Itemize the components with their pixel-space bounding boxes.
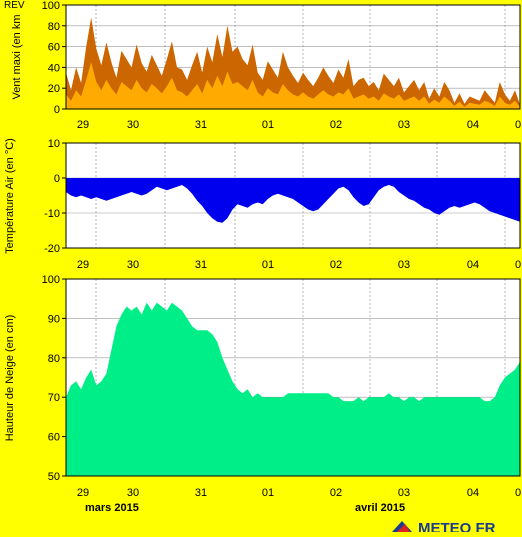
series-area-0	[66, 178, 520, 223]
wind-corner-label: REV	[4, 0, 25, 11]
x-tick-label: 01	[262, 259, 274, 271]
x-tick-label: 30	[127, 487, 139, 499]
temperature-x-ticks: 29 30 31 01 02 03 04 0	[77, 259, 521, 271]
snow-area	[66, 302, 520, 476]
month-label-avril: avril 2015	[355, 502, 405, 514]
snow-x-ticks: 29 30 31 01 02 03 04 0	[77, 487, 521, 499]
x-tick-label: 29	[77, 259, 89, 271]
temperature-plot-frame	[65, 142, 521, 249]
x-tick-label: 29	[77, 119, 89, 131]
y-tick-label: 60	[48, 432, 60, 444]
x-tick-label: 0	[515, 119, 521, 131]
x-tick-label: 0	[515, 259, 521, 271]
snow-plot-frame	[65, 278, 521, 477]
month-label-mars: mars 2015	[85, 502, 139, 514]
wind-panel: 0 20 40 60 80 100 29 30 31 01 02 03 04 0 Vent maxi (…	[4, 0, 521, 131]
x-tick-label: 30	[127, 119, 139, 131]
y-tick-label: 0	[54, 173, 60, 185]
x-tick-label: 03	[398, 487, 410, 499]
wind-y-ticks: 0 20 40 60 80 100	[42, 0, 66, 116]
logo-accent-icon	[397, 524, 410, 532]
y-tick-label: 0	[54, 104, 60, 116]
y-tick-label: -20	[44, 243, 60, 255]
x-tick-label: 04	[467, 119, 479, 131]
snow-y-axis-label: Hauteur de Neige (en cm)	[4, 315, 16, 442]
x-tick-label: 03	[398, 259, 410, 271]
y-tick-label: 40	[48, 62, 60, 74]
y-tick-label: 50	[48, 471, 60, 483]
series-area-0	[66, 17, 520, 109]
y-tick-label: 20	[48, 83, 60, 95]
y-tick-label: 90	[48, 313, 60, 325]
x-tick-label: 02	[330, 119, 342, 131]
y-tick-label: 100	[42, 274, 60, 286]
y-tick-label: 80	[48, 353, 60, 365]
wind-y-axis-label: Vent maxi (en km	[11, 15, 23, 100]
x-tick-label: 31	[195, 119, 207, 131]
wind-plot-frame	[65, 4, 521, 110]
temperature-y-ticks: -20 -10 0 10	[44, 138, 66, 255]
x-tick-label: 0	[515, 487, 521, 499]
temperature-panel: -20 -10 0 10 29 30 31 01 02 03 04 0 Température Ai…	[4, 138, 521, 271]
x-tick-label: 31	[195, 259, 207, 271]
x-tick-label: 01	[262, 487, 274, 499]
wind-x-ticks: 29 30 31 01 02 03 04 0	[77, 119, 521, 131]
x-tick-label: 29	[77, 487, 89, 499]
x-tick-label: 03	[398, 119, 410, 131]
y-tick-label: 10	[48, 138, 60, 150]
x-tick-label: 02	[330, 259, 342, 271]
snow-y-ticks: 50 60 70 80 90 100	[42, 274, 66, 483]
y-tick-label: 100	[42, 0, 60, 12]
logo-text: METEO FR	[418, 520, 496, 532]
x-tick-label: 02	[330, 487, 342, 499]
series-area-0	[66, 302, 520, 476]
temperature-area	[66, 178, 520, 223]
y-tick-label: 70	[48, 392, 60, 404]
snow-panel: 50 60 70 80 90 100 29 30 31 01 02 03 04 0 Hauteur de…	[4, 274, 521, 499]
x-tick-label: 31	[195, 487, 207, 499]
y-tick-label: 80	[48, 21, 60, 33]
y-tick-label: 60	[48, 42, 60, 54]
series-area-1	[66, 62, 520, 109]
x-tick-label: 30	[127, 259, 139, 271]
wind-areas	[66, 17, 520, 109]
x-tick-label: 04	[467, 487, 479, 499]
x-tick-label: 01	[262, 119, 274, 131]
x-tick-label: 04	[467, 259, 479, 271]
temperature-y-axis-label: Température Air (en °C)	[4, 138, 16, 254]
y-tick-label: -10	[44, 208, 60, 220]
